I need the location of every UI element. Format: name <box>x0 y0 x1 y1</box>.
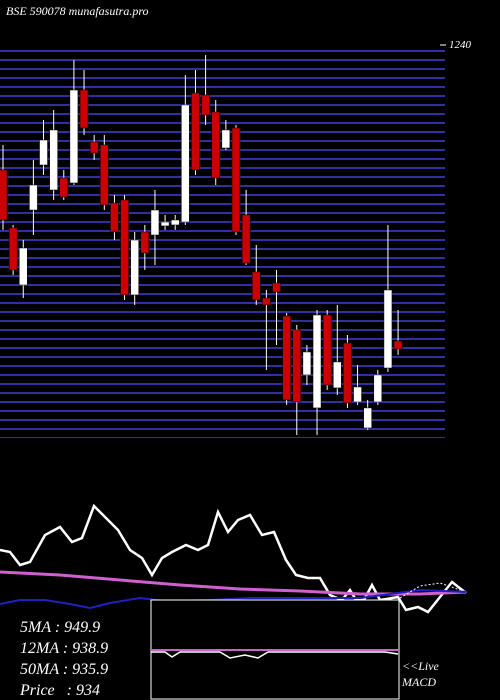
candle-body <box>282 315 291 401</box>
candle-body <box>333 361 342 389</box>
candle-body <box>353 386 362 403</box>
indicator-line <box>0 503 467 614</box>
candle-body <box>322 314 332 386</box>
candle-body <box>130 239 139 296</box>
macd-line <box>151 651 399 659</box>
candle-body <box>383 289 393 369</box>
y-tick-label: 1240 <box>449 39 472 51</box>
candle-body <box>191 92 200 171</box>
candle-body <box>39 139 48 166</box>
candle-body <box>363 407 372 429</box>
candle-body <box>312 314 322 409</box>
candle-body <box>252 271 261 301</box>
candle-body <box>160 221 170 227</box>
candle-body <box>393 340 403 350</box>
candle-body <box>140 231 150 254</box>
candle-body <box>343 342 352 404</box>
candle-body <box>89 141 99 154</box>
candle-body <box>262 297 271 306</box>
ma50-label: 50MA : 935.9 <box>20 661 108 678</box>
candle-body <box>79 89 89 129</box>
macd-label: MACD <box>401 675 436 689</box>
price-label: Price : 934 <box>19 682 100 699</box>
ma5-label: 5MA : 949.9 <box>20 619 100 636</box>
ma-line <box>0 570 467 596</box>
candle-body <box>170 219 180 226</box>
candle-body <box>272 282 281 293</box>
chart-title: BSE 590078 munafasutra.pro <box>6 4 149 18</box>
ma12-label: 12MA : 938.9 <box>20 640 108 657</box>
candle-body <box>181 104 190 223</box>
candle-body <box>29 184 38 211</box>
candle-body <box>69 89 79 184</box>
candle-body <box>19 247 28 286</box>
candle-body <box>59 177 69 198</box>
candle-body <box>373 374 383 403</box>
candle-body <box>201 94 210 116</box>
candle-body <box>302 351 312 376</box>
candle-body <box>150 209 160 236</box>
live-label: <<Live <box>402 659 440 673</box>
candle-body <box>120 199 129 296</box>
candle-body <box>110 202 119 233</box>
dotted-line <box>399 582 461 599</box>
candle-body <box>0 169 8 221</box>
candle-body <box>8 227 18 271</box>
candle-body <box>231 127 241 233</box>
candle-body <box>49 129 58 191</box>
candle-body <box>292 329 302 403</box>
candle-body <box>241 214 251 264</box>
candle-body <box>211 111 220 179</box>
candle-body <box>221 129 231 149</box>
candle-body <box>100 144 109 206</box>
